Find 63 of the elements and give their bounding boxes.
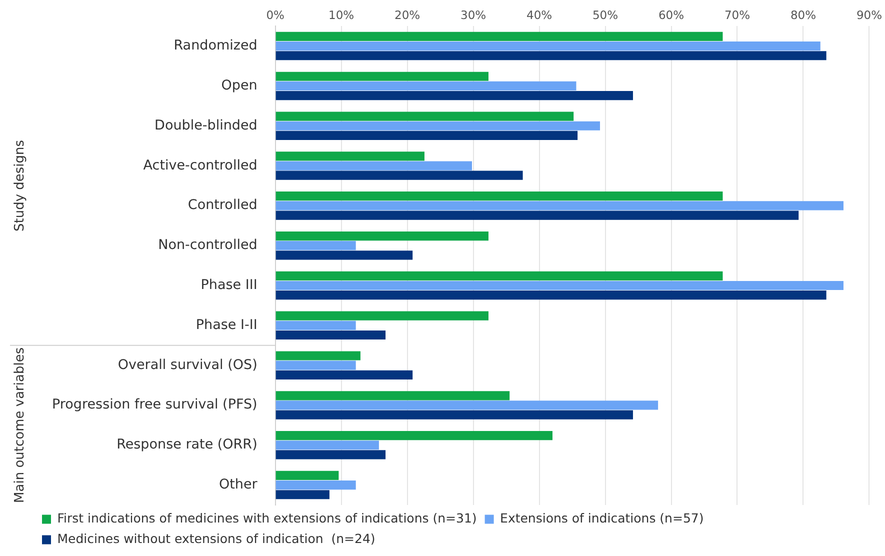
bar (276, 290, 826, 300)
bar (276, 90, 633, 100)
x-tick-label: 20% (394, 8, 420, 22)
bar (276, 480, 356, 490)
bar (276, 320, 356, 330)
y-tick-label: Phase III (200, 277, 258, 294)
legend-label: Extensions of indications (n=57) (500, 510, 704, 526)
y-tick-label: Controlled (188, 197, 258, 214)
bar (276, 161, 472, 170)
bar (276, 130, 578, 140)
x-tick-label: 40% (526, 8, 552, 22)
x-tick-label: 70% (724, 8, 750, 22)
bar (276, 81, 576, 91)
bar (276, 192, 723, 201)
y-tick-label: Progression free survival (PFS) (52, 396, 258, 413)
y-tick-label: Overall survival (OS) (118, 356, 258, 373)
bar (276, 351, 360, 360)
y-tick-label: Phase I-II (196, 316, 258, 333)
y-tick-label: Active-controlled (143, 157, 258, 174)
y-tick-label: Non-controlled (158, 237, 258, 254)
x-tick-label: 90% (856, 8, 882, 22)
x-tick-label: 30% (460, 8, 486, 22)
bar (276, 431, 552, 440)
bar (276, 112, 574, 121)
bar (276, 152, 424, 161)
bar (276, 250, 413, 260)
bar (276, 360, 356, 370)
x-tick-label: 10% (328, 8, 354, 22)
bar (276, 450, 386, 460)
bar (276, 330, 386, 340)
bar (276, 410, 633, 420)
bar (276, 72, 488, 81)
text: Main outcome variables (12, 347, 28, 503)
bar (276, 391, 510, 400)
bar (276, 400, 658, 410)
x-tick-label: 0% (266, 8, 285, 22)
bar (276, 440, 379, 450)
legend-label: First indications of medicines with extensions of indications (n=31) (57, 510, 477, 526)
bar (276, 51, 826, 60)
bar (276, 271, 723, 280)
y-tick-label: Randomized (174, 38, 258, 54)
y-tick-label: Response rate (ORR) (116, 436, 258, 453)
y-tick-label: Open (221, 77, 258, 94)
bar (276, 42, 820, 51)
legend-label: Medicines without extensions of indication (n=24) (57, 531, 376, 546)
bar (276, 311, 488, 320)
y-tick-label: Double-blinded (154, 117, 258, 134)
bar (276, 280, 844, 290)
bar (276, 210, 799, 220)
bar (276, 470, 339, 480)
text: Study designs (12, 140, 28, 232)
x-tick-label: 80% (790, 8, 816, 22)
bar (276, 170, 523, 180)
bar (276, 201, 844, 210)
bar (276, 241, 356, 250)
x-tick-label: 50% (592, 8, 618, 22)
bar (276, 121, 600, 130)
bar (276, 370, 413, 380)
bar (276, 490, 330, 500)
bar (276, 231, 488, 241)
bar (276, 32, 723, 42)
x-tick-label: 60% (658, 8, 684, 22)
y-tick-label: Other (218, 476, 258, 493)
